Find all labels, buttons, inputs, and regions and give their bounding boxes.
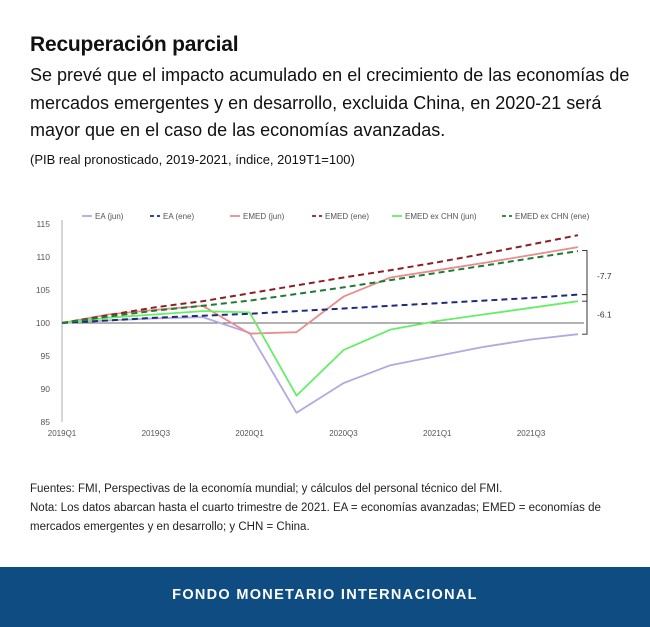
series-line bbox=[61, 300, 579, 397]
footer-organization: FONDO MONETARIO INTERNACIONAL bbox=[172, 587, 478, 603]
legend-label: EA (jun) bbox=[95, 212, 124, 221]
x-tick-label: 2020Q1 bbox=[235, 429, 264, 438]
note-line: Nota: Los datos abarcan hasta el cuarto … bbox=[30, 502, 601, 533]
chart-subtitle: Se prevé que el impacto acumulado en el … bbox=[30, 65, 630, 140]
legend-label: EMED ex CHN (jun) bbox=[405, 212, 477, 221]
annotation-bracket bbox=[582, 249, 588, 302]
sources-line: Fuentes: FMI, Perspectivas de la economí… bbox=[30, 483, 503, 495]
y-tick-label: 90 bbox=[41, 384, 51, 394]
annotation-label: -6.1 bbox=[597, 309, 612, 319]
legend-label: EMED ex CHN (ene) bbox=[515, 212, 590, 221]
chart-legend: EA (jun) EA (ene) EMED (jun) EMED (ene) EMED… bbox=[82, 212, 590, 221]
legend-label: EA (ene) bbox=[163, 212, 194, 221]
chart-annotations: -7.7 -6.1 bbox=[582, 249, 612, 335]
x-axis: 2019Q1 2019Q3 2020Q1 2020Q3 2021Q1 2021Q3 bbox=[48, 429, 546, 438]
line-chart: EA (jun) EA (ene) EMED (jun) EMED (ene) EMED… bbox=[36, 212, 612, 438]
series-line bbox=[61, 234, 579, 324]
y-tick-label: 110 bbox=[36, 252, 50, 262]
units-note: (PIB real pronosticado, 2019-2021, índic… bbox=[30, 152, 355, 167]
series-line bbox=[61, 246, 579, 335]
y-axis: 85 90 95 100 105 110 115 bbox=[36, 219, 63, 427]
legend-label: EMED (ene) bbox=[325, 212, 369, 221]
sources-note: Fuentes: FMI, Perspectivas de la economí… bbox=[30, 480, 630, 537]
chart-title: Recuperación parcial bbox=[30, 33, 239, 56]
x-tick-label: 2019Q3 bbox=[142, 429, 171, 438]
chart-series bbox=[61, 234, 584, 414]
x-tick-label: 2021Q1 bbox=[423, 429, 452, 438]
series-line bbox=[61, 293, 579, 324]
y-tick-label: 105 bbox=[36, 285, 50, 295]
y-tick-label: 115 bbox=[36, 219, 50, 229]
annotation-label: -7.7 bbox=[597, 271, 612, 281]
y-tick-label: 95 bbox=[41, 351, 51, 361]
footer-bar: FONDO MONETARIO INTERNACIONAL bbox=[0, 567, 650, 627]
y-tick-label: 85 bbox=[41, 417, 51, 427]
x-tick-label: 2019Q1 bbox=[48, 429, 77, 438]
annotation-bracket bbox=[582, 294, 588, 335]
legend-label: EMED (jun) bbox=[243, 212, 285, 221]
series-line bbox=[61, 250, 579, 324]
x-tick-label: 2020Q3 bbox=[329, 429, 358, 438]
y-tick-label: 100 bbox=[36, 318, 50, 328]
series-line bbox=[61, 316, 579, 414]
x-tick-label: 2021Q3 bbox=[517, 429, 546, 438]
